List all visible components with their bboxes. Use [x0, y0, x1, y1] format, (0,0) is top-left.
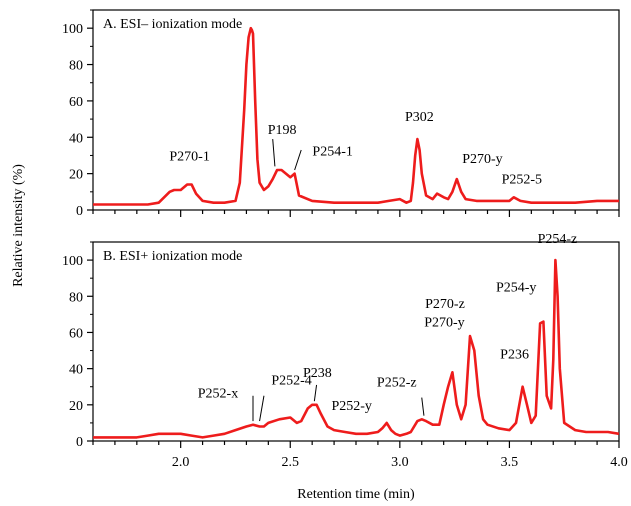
- x-tick-label: 3.0: [391, 455, 409, 470]
- y-tick-label: 20: [69, 168, 83, 183]
- peak-label: P270-y: [424, 315, 464, 330]
- y-tick-label: 60: [69, 95, 83, 110]
- y-tick-label: 40: [69, 363, 83, 378]
- x-tick-label: 2.0: [172, 455, 190, 470]
- y-tick-label: 80: [69, 290, 83, 305]
- peak-label: P238: [303, 366, 332, 381]
- peak-label: P270-y: [462, 152, 502, 167]
- x-axis-title: Retention time (min): [297, 487, 415, 502]
- peak-label: P270-z: [425, 297, 465, 312]
- x-tick-label: 2.5: [282, 455, 300, 470]
- peak-label: P252-4: [271, 374, 311, 389]
- leader-line: [259, 395, 265, 422]
- y-tick-label: 20: [69, 399, 83, 414]
- peak-label: P254-1: [312, 145, 352, 160]
- peak-label: P254-z: [538, 232, 578, 247]
- panel-title: B. ESI+ ionization mode: [103, 249, 242, 264]
- peak-label: P252-z: [377, 375, 417, 390]
- peak-label: P270-1: [169, 150, 209, 165]
- y-tick-label: 100: [62, 22, 83, 37]
- leader-line: [294, 149, 302, 171]
- chromatogram-trace: [93, 258, 620, 439]
- y-tick-label: 40: [69, 131, 83, 146]
- y-tick-label: 60: [69, 326, 83, 341]
- leader-line: [421, 397, 425, 416]
- x-tick-label: 4.0: [610, 455, 628, 470]
- peak-label: P236: [500, 348, 529, 363]
- peak-label: P252-5: [502, 172, 542, 187]
- peak-label: P254-y: [496, 281, 536, 296]
- peak-label: P252-x: [198, 387, 238, 402]
- peak-label: P302: [405, 110, 434, 125]
- leader-line: [313, 384, 318, 402]
- panel-title: A. ESI– ionization mode: [103, 17, 242, 32]
- peak-label: P198: [268, 123, 297, 138]
- chromatogram-trace: [93, 26, 619, 206]
- x-tick-label: 3.5: [501, 455, 519, 470]
- peak-label: P252-y: [331, 399, 371, 414]
- y-axis-title: Relative intensity (%): [11, 164, 26, 287]
- y-tick-label: 100: [62, 254, 83, 269]
- y-tick-label: 80: [69, 59, 83, 74]
- y-tick-label: 0: [76, 435, 83, 450]
- y-tick-label: 0: [76, 204, 83, 219]
- leader-line: [272, 139, 276, 167]
